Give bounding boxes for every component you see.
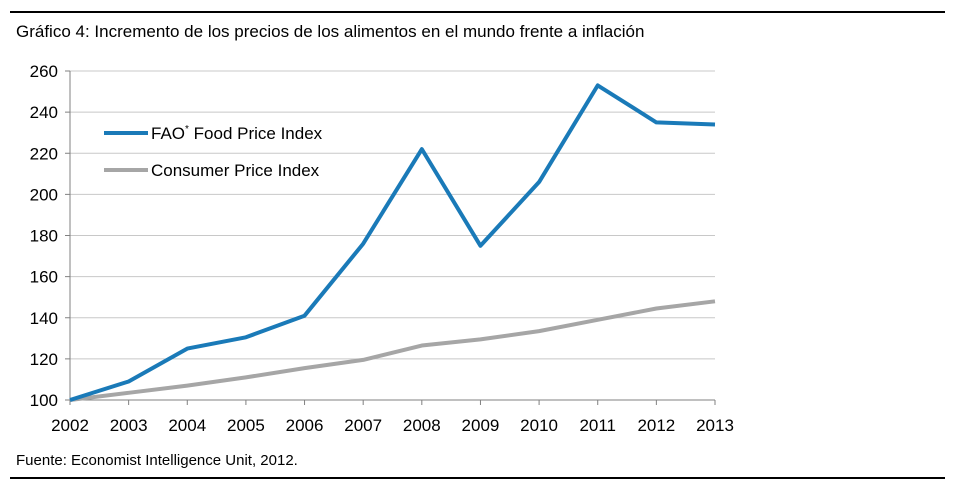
x-tick-label: 2013 [696, 416, 734, 435]
series-line [69, 83, 716, 402]
x-tick-label: 2003 [110, 416, 148, 435]
series-line [69, 299, 716, 402]
x-tick-label: 2010 [520, 416, 558, 435]
y-tick-label: 120 [30, 350, 58, 369]
x-tick-label: 2005 [227, 416, 265, 435]
legend: FAO* Food Price Index Consumer Price Inde… [104, 124, 323, 180]
legend-label: FAO* Food Price Index [151, 124, 323, 143]
x-tick-label: 2002 [51, 416, 89, 435]
x-tick-label: 2007 [344, 416, 382, 435]
legend-label: Consumer Price Index [151, 161, 320, 180]
series-lines [69, 83, 716, 402]
top-rule [10, 11, 945, 13]
x-axis-ticks: 2002 2003 2004 2005 2006 2007 2008 2009 2010 2011… [51, 416, 734, 435]
x-tick-label: 2004 [168, 416, 206, 435]
x-tick-label: 2011 [579, 416, 616, 435]
y-tick-label: 160 [30, 268, 58, 287]
source-note: Fuente: Economist Intelligence Unit, 201… [16, 452, 298, 469]
x-tick-label: 2009 [462, 416, 500, 435]
y-tick-label: 100 [30, 391, 58, 410]
gridlines [70, 70, 715, 360]
y-tick-label: 220 [30, 144, 58, 163]
axes [65, 70, 716, 405]
bottom-rule [10, 477, 945, 479]
y-tick-label: 200 [30, 185, 58, 204]
chart-title: Gráfico 4: Incremento de los precios de … [16, 22, 645, 41]
y-tick-label: 180 [30, 227, 58, 246]
x-tick-label: 2012 [637, 416, 675, 435]
x-tick-label: 2008 [403, 416, 441, 435]
y-axis-ticks: 100 120 140 160 180 200 220 240 260 [30, 62, 58, 410]
y-tick-label: 260 [30, 62, 58, 81]
y-tick-label: 240 [30, 103, 58, 122]
y-tick-label: 140 [30, 309, 58, 328]
x-tick-label: 2006 [286, 416, 324, 435]
